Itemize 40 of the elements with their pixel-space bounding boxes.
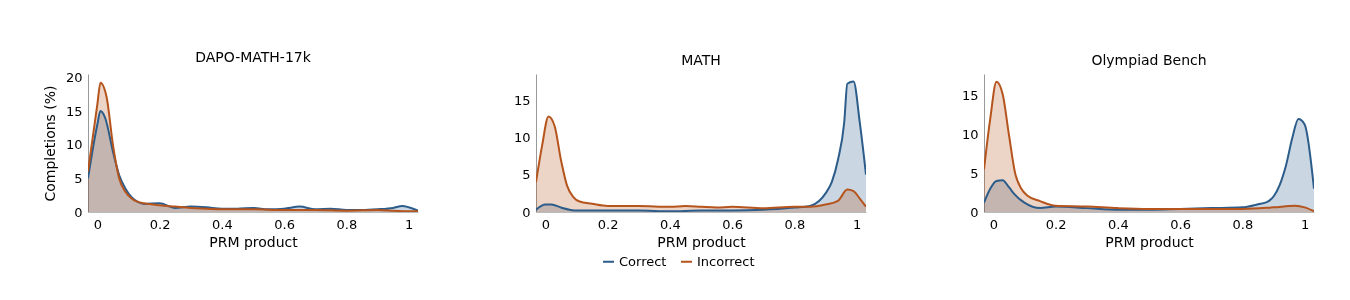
- chart-title: DAPO-MATH-17k: [195, 49, 312, 66]
- y-tick-label: 10: [961, 126, 979, 142]
- x-axis-title: PRM product: [209, 233, 299, 250]
- x-tick-label: 0: [989, 216, 998, 232]
- x-tick-label: 1: [1301, 216, 1310, 232]
- x-tick-label: 0: [541, 216, 550, 232]
- y-tick-label: 5: [970, 165, 979, 181]
- x-tick-label: 0.4: [212, 216, 233, 232]
- y-tick-label: 5: [74, 170, 83, 186]
- x-tick-label: 1: [853, 216, 862, 232]
- y-tick-label: 10: [513, 129, 531, 145]
- x-tick-label: 0.2: [1045, 216, 1067, 232]
- y-tick-label: 5: [522, 167, 531, 183]
- x-tick-label: 0.2: [149, 216, 171, 232]
- x-tick-label: 0.8: [784, 216, 806, 232]
- y-tick-label: 20: [65, 69, 83, 85]
- legend-label: Incorrect: [697, 253, 755, 269]
- x-tick-label: 0.8: [1232, 216, 1254, 232]
- y-tick-label: 0: [970, 204, 979, 220]
- chart-title: Olympiad Bench: [1091, 52, 1207, 68]
- y-tick-label: 15: [65, 103, 83, 119]
- y-tick-label: 0: [74, 204, 83, 220]
- x-tick-label: 0.6: [722, 216, 743, 232]
- x-tick-label: 0.2: [597, 216, 619, 232]
- y-tick-label: 10: [65, 137, 83, 153]
- y-tick-label: 15: [513, 92, 531, 108]
- y-tick-label: 0: [522, 204, 531, 220]
- x-tick-label: 0.4: [660, 216, 681, 232]
- legend-label: Correct: [619, 253, 667, 269]
- x-axis-title: PRM product: [657, 233, 747, 250]
- x-tick-label: 0.6: [274, 216, 295, 232]
- x-tick-label: 1: [405, 216, 414, 232]
- chart-title: MATH: [681, 52, 721, 68]
- x-tick-label: 0.6: [1170, 216, 1191, 232]
- y-tick-label: 15: [961, 88, 979, 104]
- x-tick-label: 0.4: [1108, 216, 1129, 232]
- x-axis-title: PRM product: [1105, 233, 1195, 250]
- x-tick-label: 0.8: [336, 216, 358, 232]
- y-axis-title: Completions (%): [41, 85, 58, 202]
- x-tick-label: 0: [93, 216, 102, 232]
